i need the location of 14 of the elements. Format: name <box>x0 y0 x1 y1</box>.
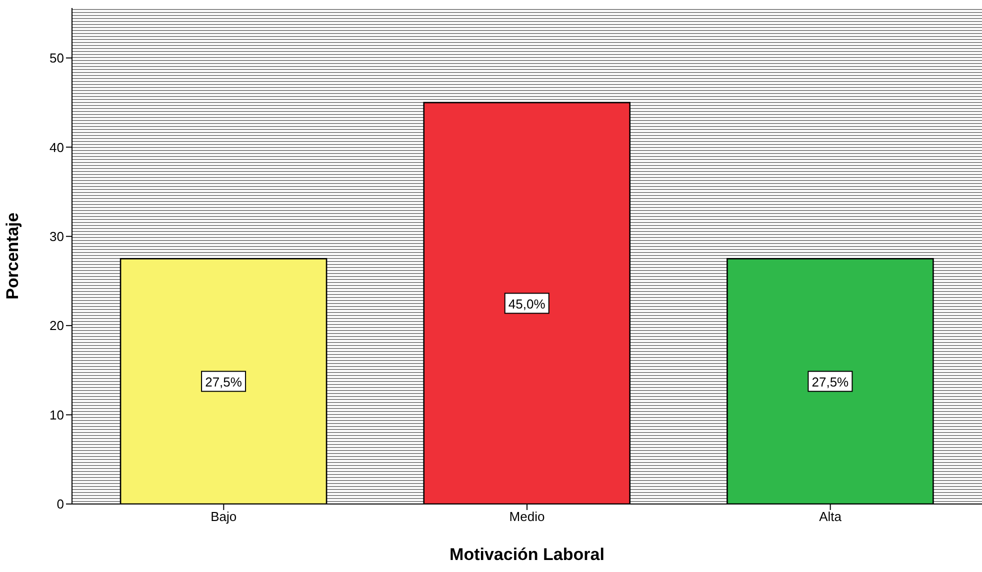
x-tick-label: Alta <box>819 509 842 524</box>
data-label: 27,5% <box>205 374 242 390</box>
x-tick-label: Medio <box>509 509 545 524</box>
y-tick-label: 40 <box>50 140 64 155</box>
x-tick-label: Bajo <box>210 509 237 524</box>
y-tick-label: 0 <box>56 496 64 512</box>
data-label: 45,0% <box>508 296 546 312</box>
y-axis-title: Porcentaje <box>3 212 22 300</box>
y-tick-label: 10 <box>50 407 64 422</box>
data-label: 27,5% <box>812 374 850 390</box>
x-axis-title: Motivación Laboral <box>450 545 604 564</box>
y-tick-label: 50 <box>50 50 64 66</box>
y-tick-label: 20 <box>50 318 64 334</box>
y-tick-label: 30 <box>50 228 64 244</box>
